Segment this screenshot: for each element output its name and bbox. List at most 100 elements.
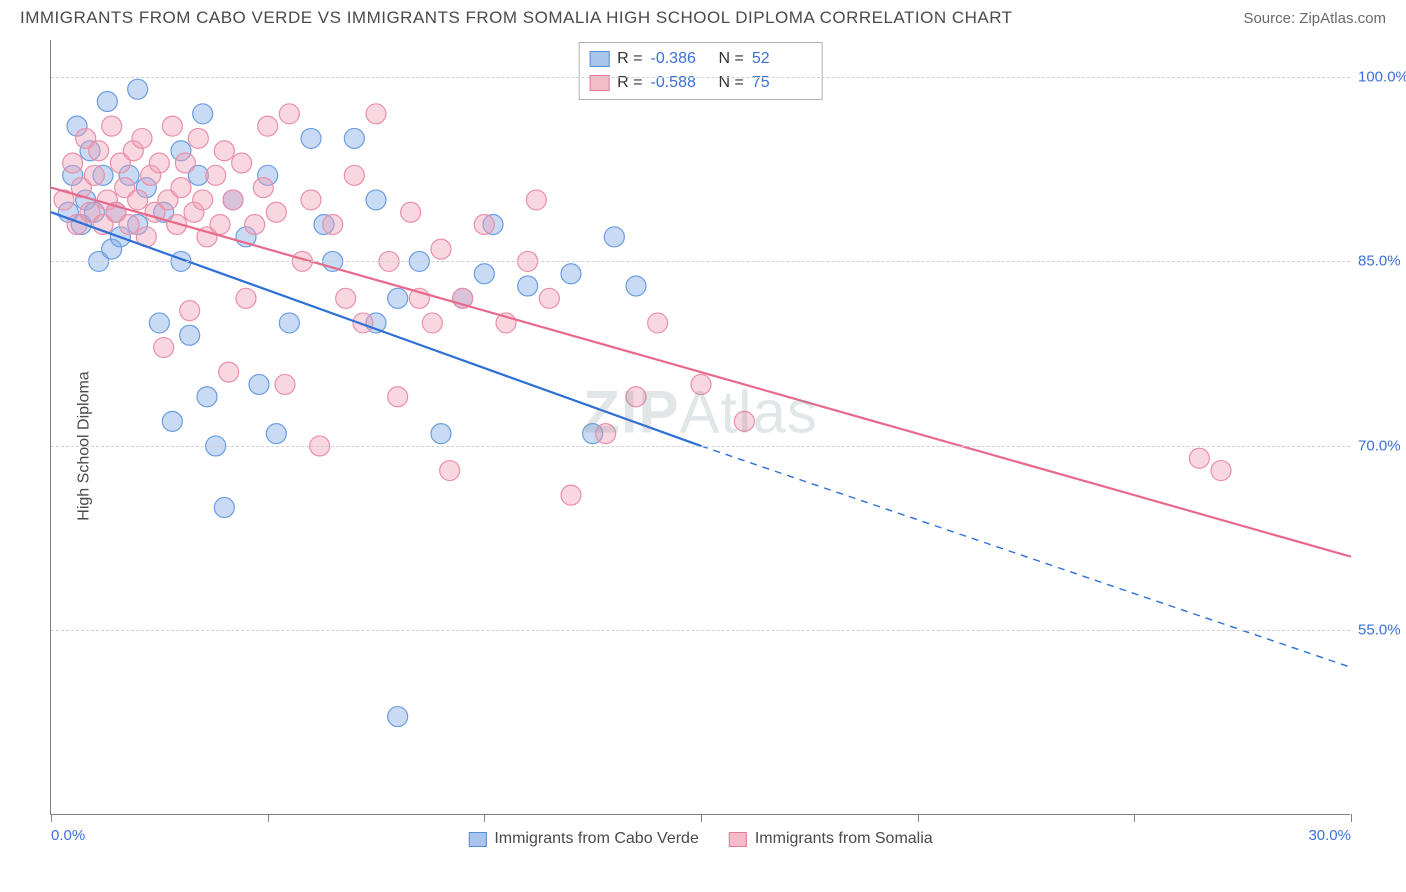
legend-swatch	[729, 832, 747, 847]
data-point	[474, 264, 494, 284]
legend-stat-row: R = -0.386 N = 52	[589, 47, 812, 71]
plot-area: ZIPAtlas R =-0.386N =52R =-0.588N =75 Im…	[50, 40, 1350, 815]
data-point	[253, 178, 273, 198]
data-point	[474, 215, 494, 235]
source-attribution: Source: ZipAtlas.com	[1243, 10, 1386, 27]
chart-title: IMMIGRANTS FROM CABO VERDE VS IMMIGRANTS…	[20, 8, 1013, 28]
regression-line-extrapolated	[701, 446, 1351, 667]
data-point	[301, 128, 321, 148]
x-tick	[1351, 814, 1352, 822]
data-point	[539, 288, 559, 308]
stat-r-label: R =	[617, 47, 642, 71]
x-tick-label: 30.0%	[1308, 827, 1351, 844]
data-point	[422, 313, 442, 333]
data-point	[132, 128, 152, 148]
regression-line	[51, 212, 701, 446]
legend-series: Immigrants from Cabo Verde Immigrants fro…	[468, 830, 932, 848]
data-point	[279, 313, 299, 333]
data-point	[734, 411, 754, 431]
y-tick-label: 70.0%	[1358, 437, 1401, 454]
data-point	[1189, 448, 1209, 468]
stat-r-value: -0.386	[651, 47, 711, 71]
data-point	[336, 288, 356, 308]
data-point	[180, 301, 200, 321]
data-point	[210, 215, 230, 235]
data-point	[440, 461, 460, 481]
gridline	[51, 630, 1350, 631]
title-bar: IMMIGRANTS FROM CABO VERDE VS IMMIGRANTS…	[0, 0, 1406, 32]
data-point	[102, 116, 122, 136]
y-tick-label: 85.0%	[1358, 253, 1401, 270]
x-tick	[51, 814, 52, 822]
data-point	[128, 79, 148, 99]
data-point	[344, 165, 364, 185]
data-point	[162, 116, 182, 136]
stat-r-label: R =	[617, 71, 642, 95]
data-point	[214, 497, 234, 517]
data-point	[561, 264, 581, 284]
data-point	[388, 707, 408, 727]
data-point	[279, 104, 299, 124]
data-point	[119, 215, 139, 235]
regression-line	[51, 188, 1351, 557]
data-point	[266, 202, 286, 222]
legend-item: Immigrants from Somalia	[729, 830, 933, 848]
data-point	[154, 338, 174, 358]
legend-swatch	[589, 51, 609, 67]
data-point	[175, 153, 195, 173]
data-point	[97, 92, 117, 112]
gridline	[51, 261, 1350, 262]
stat-n-value: 52	[752, 47, 812, 71]
legend-label: Immigrants from Somalia	[755, 830, 933, 848]
data-point	[301, 190, 321, 210]
data-point	[401, 202, 421, 222]
data-point	[648, 313, 668, 333]
data-point	[526, 190, 546, 210]
data-point	[323, 215, 343, 235]
data-point	[89, 141, 109, 161]
data-point	[63, 153, 83, 173]
legend-swatch	[468, 832, 486, 847]
data-point	[180, 325, 200, 345]
data-point	[219, 362, 239, 382]
data-point	[162, 411, 182, 431]
data-point	[206, 165, 226, 185]
stat-n-value: 75	[752, 71, 812, 95]
legend-label: Immigrants from Cabo Verde	[494, 830, 699, 848]
data-point	[626, 387, 646, 407]
x-tick	[918, 814, 919, 822]
legend-stat-row: R =-0.588N =75	[589, 71, 812, 95]
data-point	[149, 313, 169, 333]
stat-n-label: N =	[719, 47, 744, 71]
data-point	[249, 374, 269, 394]
data-point	[128, 190, 148, 210]
data-point	[626, 276, 646, 296]
x-tick	[484, 814, 485, 822]
y-tick-label: 55.0%	[1358, 622, 1401, 639]
data-point	[214, 141, 234, 161]
data-point	[366, 190, 386, 210]
data-point	[171, 178, 191, 198]
data-point	[258, 116, 278, 136]
data-point	[245, 215, 265, 235]
data-point	[188, 128, 208, 148]
data-point	[388, 387, 408, 407]
data-point	[561, 485, 581, 505]
scatter-chart	[51, 40, 1350, 814]
data-point	[431, 424, 451, 444]
data-point	[232, 153, 252, 173]
x-tick	[701, 814, 702, 822]
data-point	[596, 424, 616, 444]
data-point	[197, 387, 217, 407]
data-point	[388, 288, 408, 308]
x-tick	[268, 814, 269, 822]
x-tick-label: 0.0%	[51, 827, 85, 844]
data-point	[223, 190, 243, 210]
legend-correlation: R = -0.386 N = 52R =-0.588N =75	[578, 42, 823, 100]
data-point	[1211, 461, 1231, 481]
data-point	[193, 190, 213, 210]
data-point	[149, 153, 169, 173]
data-point	[266, 424, 286, 444]
data-point	[366, 104, 386, 124]
gridline	[51, 446, 1350, 447]
